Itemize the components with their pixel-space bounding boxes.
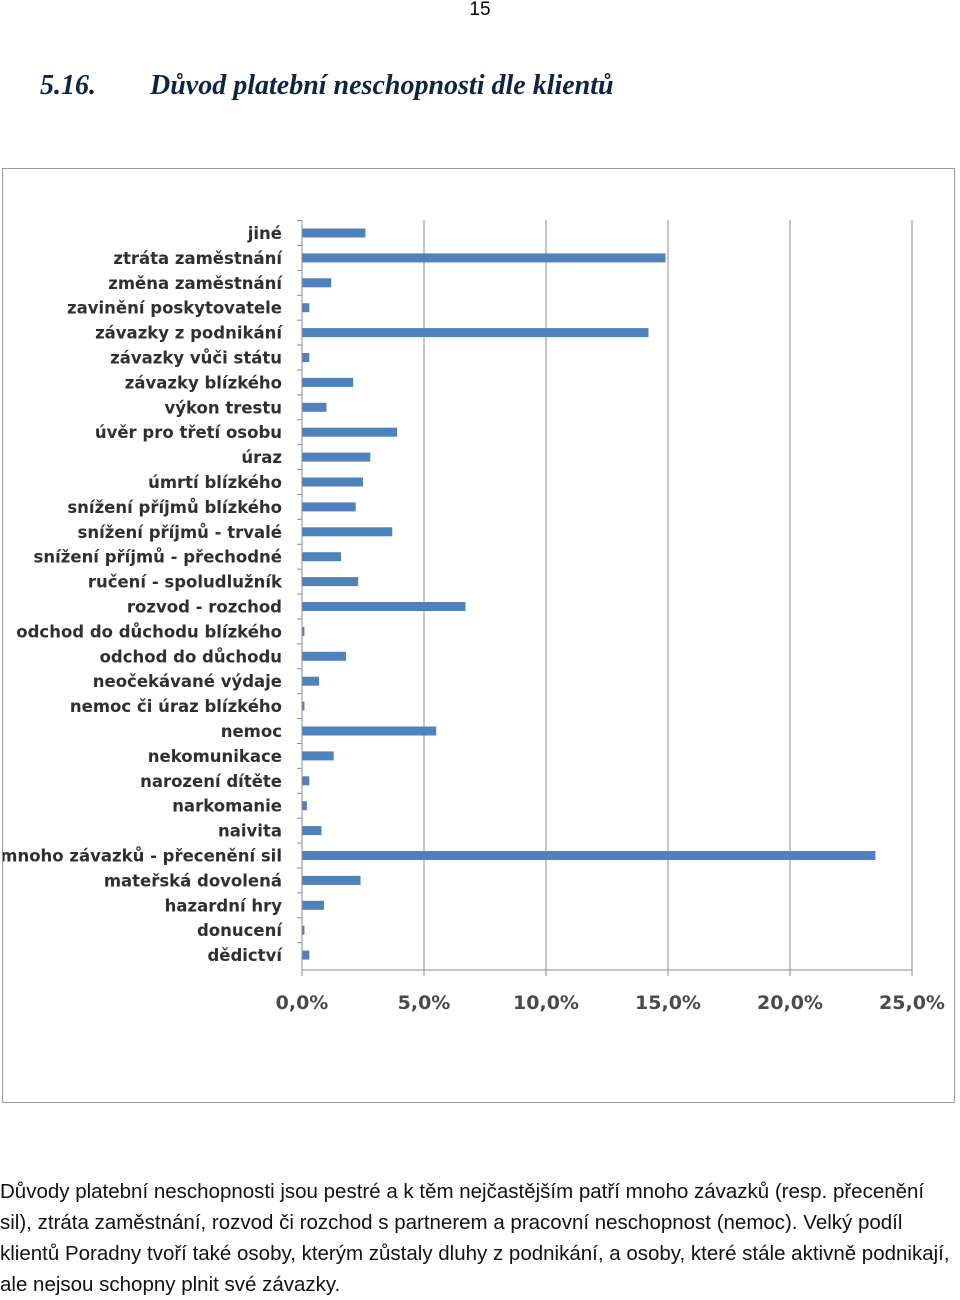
bar	[302, 278, 332, 288]
category-label: ručení - spoludlužník	[88, 573, 283, 592]
bar	[302, 751, 334, 761]
bar	[302, 726, 437, 736]
category-label: nemoc	[221, 722, 282, 741]
bar-chart: jiné ztráta zaměstnání změna zaměstnání zav…	[3, 220, 945, 1014]
bar	[302, 228, 366, 238]
bar	[302, 900, 324, 910]
category-label: nemoc či úraz blízkého	[70, 697, 282, 716]
category-label: ztráta zaměstnání	[113, 249, 283, 268]
gridlines	[423, 220, 913, 970]
bar	[302, 402, 327, 412]
category-label: mnoho závazků - přecenění sil	[3, 847, 282, 866]
x-tick-label: 5,0%	[398, 992, 451, 1014]
category-label: jiné	[247, 224, 282, 243]
category-label: neočekávané výdaje	[93, 672, 282, 691]
category-label: úvěr pro třetí osobu	[95, 423, 282, 442]
body-paragraph: Důvody platební neschopnosti jsou pestré…	[0, 1180, 950, 1296]
bar	[302, 602, 466, 611]
bar	[302, 452, 371, 462]
bar	[302, 851, 876, 860]
category-label: mateřská dovolená	[104, 871, 282, 890]
bar	[302, 950, 310, 960]
category-label: naivita	[218, 822, 282, 841]
bar	[302, 552, 342, 562]
bar	[302, 377, 354, 387]
bar	[302, 626, 305, 636]
category-label: donucení	[197, 921, 283, 940]
bar	[302, 826, 322, 836]
category-label: výkon trestu	[164, 398, 282, 417]
category-label: narkomanie	[172, 797, 282, 816]
category-label: závazky vůči státu	[110, 349, 282, 368]
category-labels: jiné ztráta zaměstnání změna zaměstnání zav…	[3, 224, 283, 965]
x-tick-labels: 0,0% 5,0% 10,0% 15,0% 20,0% 25,0%	[276, 992, 945, 1014]
x-tick-label: 20,0%	[757, 992, 823, 1014]
x-tick-label: 0,0%	[276, 992, 329, 1014]
bar	[302, 303, 310, 313]
bar	[302, 577, 359, 587]
section-heading: 5.16. Důvod platební neschopnosti dle kli…	[40, 70, 614, 102]
category-label: úmrtí blízkého	[148, 473, 282, 492]
bar	[302, 477, 363, 487]
bar	[302, 353, 310, 362]
bar	[302, 676, 320, 686]
bar	[302, 875, 361, 885]
category-label: narození dítěte	[140, 772, 282, 791]
bar	[302, 502, 356, 512]
x-tick-label: 25,0%	[879, 992, 945, 1014]
category-label: závazky z podnikání	[95, 324, 283, 343]
category-label: snížení příjmů - přechodné	[34, 548, 282, 567]
page-number: 15	[469, 0, 491, 20]
category-label: snížení příjmů blízkého	[67, 498, 282, 517]
category-label: úraz	[241, 448, 282, 467]
chart-frame: jiné ztráta zaměstnání změna zaměstnání zav…	[2, 168, 955, 1103]
category-label: hazardní hry	[165, 896, 283, 915]
bar	[302, 701, 305, 711]
category-label: rozvod - rozchod	[127, 598, 282, 617]
bar	[302, 776, 310, 786]
bar	[302, 427, 398, 437]
x-tick-label: 10,0%	[513, 992, 579, 1014]
x-tick-label: 15,0%	[635, 992, 701, 1014]
category-label: změna zaměstnání	[108, 274, 283, 293]
bar	[302, 801, 307, 811]
bar	[302, 328, 649, 338]
category-label: dědictví	[207, 946, 283, 965]
bar	[302, 651, 346, 661]
section-title: Důvod platební neschopnosti dle klientů	[150, 70, 614, 101]
category-label: nekomunikace	[148, 747, 282, 766]
bar	[302, 527, 393, 537]
category-label: zavinění poskytovatele	[67, 299, 282, 318]
bar	[302, 925, 305, 935]
category-label: odchod do důchodu blízkého	[16, 622, 282, 641]
category-label: závazky blízkého	[125, 373, 282, 392]
section-number: 5.16.	[40, 70, 96, 101]
bar	[302, 253, 666, 263]
category-label: odchod do důchodu	[100, 647, 282, 666]
bars	[302, 228, 876, 960]
axes	[297, 220, 913, 976]
category-label: snížení příjmů - trvalé	[78, 523, 282, 542]
